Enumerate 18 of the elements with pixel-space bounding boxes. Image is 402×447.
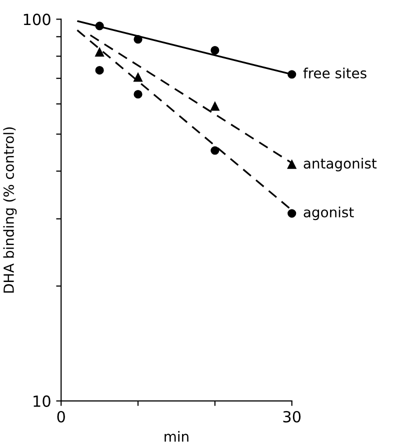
point (134, 73, 142, 82)
series-label: agonist (304, 206, 354, 220)
x-tick-label: 30 (283, 410, 301, 423)
point (210, 102, 220, 111)
point (288, 209, 296, 218)
y-tick-label: 100 (24, 14, 50, 26)
point (95, 48, 104, 57)
point (288, 160, 296, 169)
x-tick-label: 0 (57, 410, 65, 423)
point (134, 90, 142, 99)
point (210, 46, 220, 55)
series-label: free sites (303, 68, 366, 78)
series-label: antagonist (304, 158, 377, 172)
y-axis-title: DHA binding (% control) (3, 127, 17, 293)
x-axis-title: min (164, 431, 188, 442)
point (95, 66, 104, 75)
point (210, 146, 220, 155)
y-tick-label: 10 (34, 395, 50, 407)
